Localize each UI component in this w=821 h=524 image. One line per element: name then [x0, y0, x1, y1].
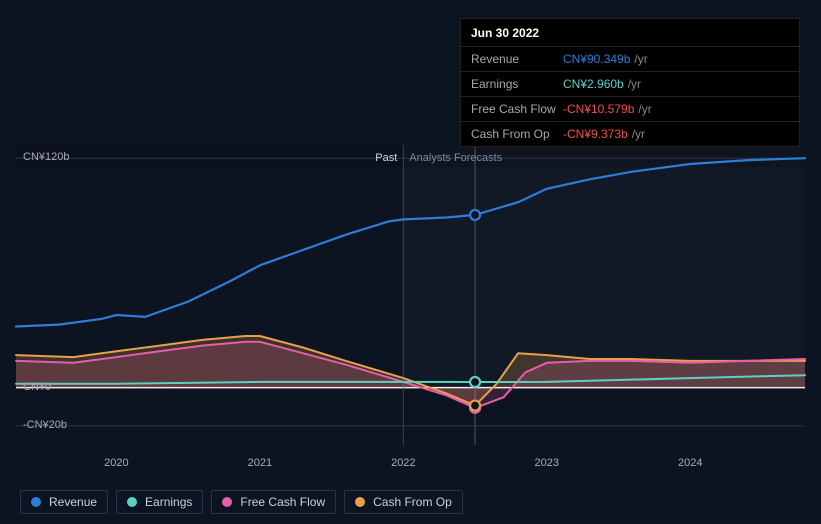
tooltip-row-unit: /yr [634, 52, 647, 66]
tooltip-row-label: Earnings [471, 77, 563, 91]
legend-item-cfo[interactable]: Cash From Op [344, 490, 463, 514]
legend-item-revenue[interactable]: Revenue [20, 490, 108, 514]
tooltip-row-label: Cash From Op [471, 127, 563, 141]
tooltip-title: Jun 30 2022 [461, 19, 799, 46]
tooltip-row-value: CN¥90.349b [563, 52, 630, 66]
y-tick-label: CN¥0 [23, 381, 51, 393]
chart-tooltip: Jun 30 2022 RevenueCN¥90.349b/yrEarnings… [460, 18, 800, 147]
tooltip-row-value: -CN¥9.373b [563, 127, 628, 141]
tooltip-row-unit: /yr [638, 102, 651, 116]
chart-legend: Revenue Earnings Free Cash Flow Cash From O… [20, 490, 463, 514]
legend-swatch-icon [222, 497, 232, 507]
legend-swatch-icon [127, 497, 137, 507]
legend-swatch-icon [355, 497, 365, 507]
tooltip-row: RevenueCN¥90.349b/yr [461, 46, 799, 71]
tooltip-row-value: CN¥2.960b [563, 77, 624, 91]
tooltip-row-label: Free Cash Flow [471, 102, 563, 116]
y-tick-label: -CN¥20b [23, 419, 67, 431]
legend-swatch-icon [31, 497, 41, 507]
legend-item-fcf[interactable]: Free Cash Flow [211, 490, 336, 514]
tooltip-row-value: -CN¥10.579b [563, 102, 634, 116]
forecast-label: Analysts Forecasts [409, 152, 502, 164]
past-label: Past [375, 152, 397, 164]
tooltip-row: EarningsCN¥2.960b/yr [461, 71, 799, 96]
tooltip-row-unit: /yr [632, 127, 645, 141]
tooltip-row: Cash From Op-CN¥9.373b/yr [461, 121, 799, 146]
legend-label: Free Cash Flow [240, 495, 325, 509]
y-tick-label: CN¥120b [23, 151, 69, 163]
tooltip-row-label: Revenue [471, 52, 563, 66]
legend-label: Cash From Op [373, 495, 452, 509]
legend-label: Revenue [49, 495, 97, 509]
x-tick-label: 2022 [391, 457, 415, 469]
tooltip-row: Free Cash Flow-CN¥10.579b/yr [461, 96, 799, 121]
x-tick-label: 2020 [104, 457, 128, 469]
tooltip-row-unit: /yr [628, 77, 641, 91]
legend-item-earnings[interactable]: Earnings [116, 490, 203, 514]
legend-label: Earnings [145, 495, 192, 509]
x-tick-label: 2024 [678, 457, 702, 469]
x-tick-label: 2021 [248, 457, 272, 469]
x-tick-label: 2023 [535, 457, 559, 469]
